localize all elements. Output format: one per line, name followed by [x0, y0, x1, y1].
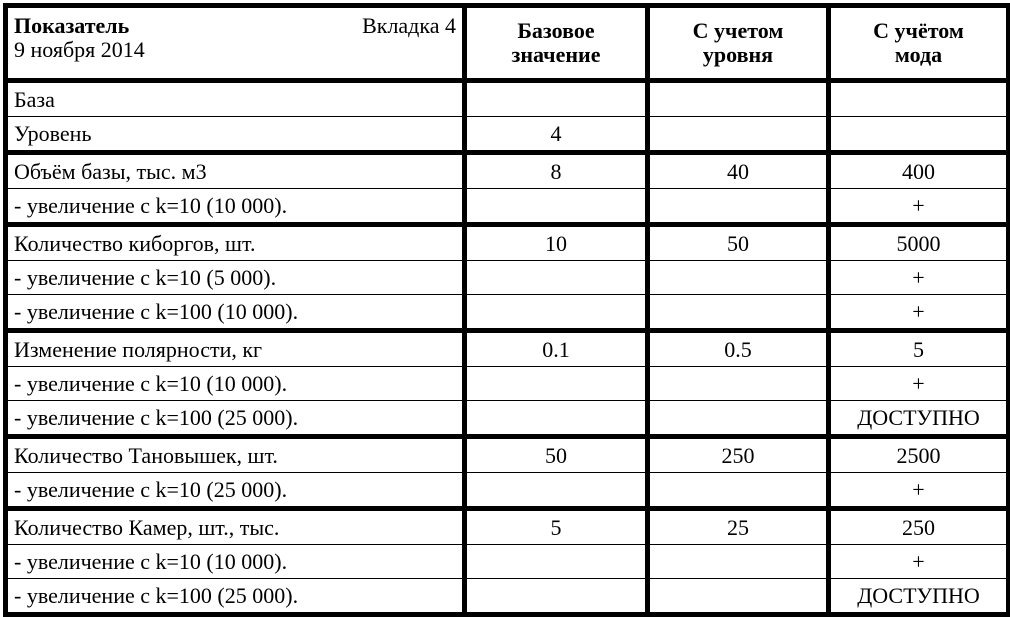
row-label: Изменение полярности, кг — [3, 328, 467, 367]
base-value: 0.1 — [462, 328, 650, 367]
base-value — [462, 544, 650, 579]
header-mod: С учётом мода — [826, 5, 1010, 83]
header-indicator: Показатель — [14, 13, 130, 38]
mod-value: 2500 — [826, 434, 1010, 473]
base-value — [462, 260, 650, 295]
table-row: - увеличение с k=100 (25 000). ДОСТУПНО — [3, 578, 1010, 615]
table-row: Количество киборгов, шт. 10 50 5000 — [3, 222, 1010, 261]
table-row: - увеличение с k=10 (25 000). + — [3, 472, 1010, 509]
level-value: 0.5 — [645, 328, 831, 367]
level-value — [645, 366, 831, 401]
mod-value: ДОСТУПНО — [826, 400, 1010, 437]
header-tab: Вкладка 4 — [362, 13, 456, 38]
header-row: Показатель Вкладка 4 9 ноября 2014 Базов… — [3, 5, 1010, 83]
row-label: Количество Камер, шт., тыс. — [3, 506, 467, 545]
header-date: 9 ноября 2014 — [14, 37, 145, 62]
header-indicator-cell: Показатель Вкладка 4 9 ноября 2014 — [3, 5, 467, 83]
mod-value: + — [826, 294, 1010, 331]
row-label: - увеличение с k=10 (10 000). — [3, 544, 467, 579]
base-value — [462, 366, 650, 401]
level-value — [645, 400, 831, 437]
table-row: Уровень 4 — [3, 116, 1010, 153]
mod-value: + — [826, 188, 1010, 225]
table-row: Изменение полярности, кг 0.1 0.5 5 — [3, 328, 1010, 367]
level-value — [645, 188, 831, 225]
row-label: - увеличение с k=100 (10 000). — [3, 294, 467, 331]
mod-value: + — [826, 366, 1010, 401]
row-label: - увеличение с k=100 (25 000). — [3, 400, 467, 437]
mod-value: ДОСТУПНО — [826, 578, 1010, 615]
indicator-table: Показатель Вкладка 4 9 ноября 2014 Базов… — [3, 3, 1010, 617]
level-value — [645, 294, 831, 331]
table-row: Объём базы, тыс. м3 8 40 400 — [3, 150, 1010, 189]
table-row: - увеличение с k=10 (10 000). + — [3, 366, 1010, 401]
base-value — [462, 80, 650, 117]
table-row: База — [3, 80, 1010, 117]
mod-value: 5 — [826, 328, 1010, 367]
header-base: Базовое значение — [462, 5, 650, 83]
level-value — [645, 472, 831, 509]
table-row: - увеличение с k=10 (5 000). + — [3, 260, 1010, 295]
mod-value: + — [826, 260, 1010, 295]
level-value: 40 — [645, 150, 831, 189]
base-value: 4 — [462, 116, 650, 153]
base-value: 5 — [462, 506, 650, 545]
row-label: Количество киборгов, шт. — [3, 222, 467, 261]
base-value — [462, 294, 650, 331]
level-value: 25 — [645, 506, 831, 545]
mod-value — [826, 80, 1010, 117]
row-label: База — [3, 80, 467, 117]
row-label: - увеличение с k=100 (25 000). — [3, 578, 467, 615]
table-row: - увеличение с k=100 (25 000). ДОСТУПНО — [3, 400, 1010, 437]
header-level: С учетом уровня — [645, 5, 831, 83]
row-label: Уровень — [3, 116, 467, 153]
mod-value: + — [826, 472, 1010, 509]
base-value: 8 — [462, 150, 650, 189]
row-label: Объём базы, тыс. м3 — [3, 150, 467, 189]
mod-value: 250 — [826, 506, 1010, 545]
row-label: Количество Тановышек, шт. — [3, 434, 467, 473]
table-row: - увеличение с k=100 (10 000). + — [3, 294, 1010, 331]
level-value — [645, 544, 831, 579]
base-value — [462, 578, 650, 615]
level-value — [645, 260, 831, 295]
table-row: - увеличение с k=10 (10 000). + — [3, 544, 1010, 579]
level-value — [645, 80, 831, 117]
base-value: 50 — [462, 434, 650, 473]
mod-value — [826, 116, 1010, 153]
table-row: - увеличение с k=10 (10 000). + — [3, 188, 1010, 225]
mod-value: 5000 — [826, 222, 1010, 261]
row-label: - увеличение с k=10 (10 000). — [3, 366, 467, 401]
base-value: 10 — [462, 222, 650, 261]
mod-value: 400 — [826, 150, 1010, 189]
table-row: Количество Камер, шт., тыс. 5 25 250 — [3, 506, 1010, 545]
level-value: 50 — [645, 222, 831, 261]
base-value — [462, 472, 650, 509]
base-value — [462, 400, 650, 437]
level-value: 250 — [645, 434, 831, 473]
row-label: - увеличение с k=10 (25 000). — [3, 472, 467, 509]
base-value — [462, 188, 650, 225]
level-value — [645, 578, 831, 615]
mod-value: + — [826, 544, 1010, 579]
table-row: Количество Тановышек, шт. 50 250 2500 — [3, 434, 1010, 473]
row-label: - увеличение с k=10 (5 000). — [3, 260, 467, 295]
row-label: - увеличение с k=10 (10 000). — [3, 188, 467, 225]
level-value — [645, 116, 831, 153]
